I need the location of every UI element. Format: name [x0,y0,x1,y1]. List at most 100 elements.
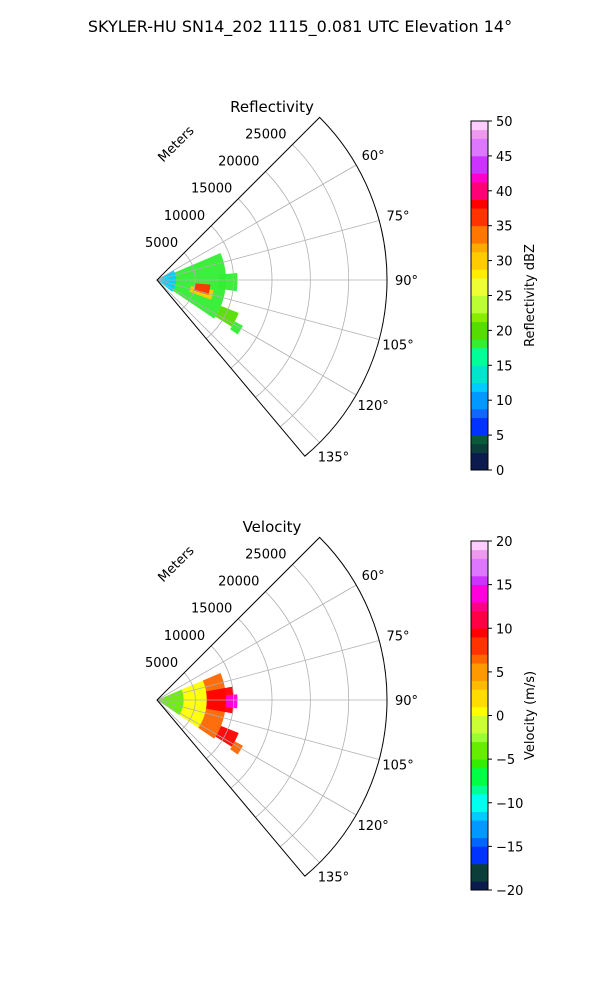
colorbar-segment [471,820,488,830]
panel-title: Velocity [243,518,302,536]
colorbar-tick-label: 50 [496,115,513,130]
colorbar-segment [471,654,488,664]
azimuth-tick-label: 60° [362,149,385,164]
range-tick-label: 15000 [191,602,232,617]
colorbar-segment [471,304,488,314]
colorbar-segment [471,260,488,270]
azimuth-tick-label: 90° [395,274,418,289]
azimuth-tick-label: 120° [357,819,388,834]
colorbar-segment [471,295,488,305]
azimuth-gridline [156,699,380,760]
reflectivity-panel: Reflectivity 60° 75° 90° 105° 120° 135° 5000 100… [145,98,418,465]
colorbar-tick-label: 15 [496,579,513,594]
colorbar-segment [471,663,488,673]
azimuth-tick-label: 60° [362,569,385,584]
colorbar-tick-label: 10 [496,622,513,637]
range-ring [279,564,350,848]
echo-region [230,741,243,755]
colorbar-segment [471,750,488,760]
azimuth-gridline [156,640,380,701]
range-axis-label: Meters [156,543,198,585]
colorbar-segment [471,208,488,218]
echo-region [193,283,211,295]
colorbar-segment [471,121,488,131]
colorbar-segment [471,759,488,769]
colorbar-segment [471,680,488,690]
colorbar-tick-label: −15 [496,840,523,855]
colorbar-segment [471,426,488,436]
colorbar-segment [471,312,488,323]
colorbar-segment [471,278,488,288]
azimuth-tick-label: 120° [357,399,388,414]
range-ring [279,144,350,428]
colorbar-segment [471,645,488,655]
colorbar-segment [471,741,488,751]
azimuth-gridline [156,279,380,340]
colorbar-segment [471,811,488,821]
colorbar-tick-label: −20 [496,884,523,899]
colorbar-segment [471,286,488,296]
colorbar-segment [471,199,488,209]
colorbar-segment [471,794,488,804]
colorbar-tick-label: −10 [496,797,523,812]
azimuth-tick-label: 105° [382,339,413,354]
colorbar-segment [471,147,488,157]
figure-title: SKYLER-HU SN14_202 1115_0.081 UTC Elevat… [88,17,512,37]
azimuth-tick-label: 135° [318,870,349,885]
azimuth-tick-label: 75° [387,209,410,224]
azimuth-tick-label: 90° [395,694,418,709]
range-ring [206,645,234,760]
colorbar-tick-label: 20 [496,324,513,339]
colorbar-segment [471,575,488,586]
range-ring [206,225,234,340]
colorbar-tick-label: −5 [496,753,515,768]
colorbar-segment [471,225,488,235]
colorbar-segment [471,155,488,166]
range-ring [230,198,273,369]
azimuth-gridline [156,699,357,816]
colorbar-segment [471,339,488,349]
colorbar-segment [471,567,488,577]
range-ring [255,591,311,818]
range-tick-label: 25000 [245,127,286,142]
colorbar-label: Velocity (m/s) [523,671,538,760]
azimuth-gridline [156,279,320,443]
range-tick-label: 25000 [245,547,286,562]
colorbar-tick-label: 0 [496,464,504,479]
colorbar-segment [471,846,488,856]
velocity-panel: Velocity 60° 75° 90° 105° 120° 135° 5000 10000 15… [145,518,418,885]
colorbar-segment [471,129,488,139]
colorbar-segment [471,767,488,777]
colorbar-segment [471,837,488,847]
colorbar-segment [471,872,488,882]
azimuth-gridline [156,699,320,863]
colorbar-segment [471,785,488,795]
colorbar-segment [471,732,488,743]
sector-frame [156,536,388,877]
azimuth-gridline [156,584,357,701]
colorbar-segment [471,400,488,410]
colorbar-segment [471,602,488,612]
colorbar-segment [471,408,488,419]
colorbar-segment [471,391,488,401]
colorbar-segment [471,330,488,340]
colorbar-segment [471,689,488,699]
colorbar-segment [471,452,488,462]
range-tick-label: 20000 [218,575,259,590]
colorbar-segment [471,706,488,716]
colorbar-segment [471,549,488,559]
colorbar-segment [471,802,488,812]
colorbar-segment [471,881,488,891]
range-tick-label: 10000 [164,209,205,224]
colorbar-tick-label: 40 [496,185,513,200]
colorbar-segment [471,417,488,427]
colorbar-segment [471,435,488,445]
colorbar-segment [471,776,488,786]
colorbar-segment [471,321,488,331]
colorbar-segment [471,724,488,734]
colorbar-tick-label: 5 [496,666,504,681]
colorbar-segment [471,173,488,183]
range-axis-label: Meters [156,123,198,165]
echo-region [230,321,243,335]
